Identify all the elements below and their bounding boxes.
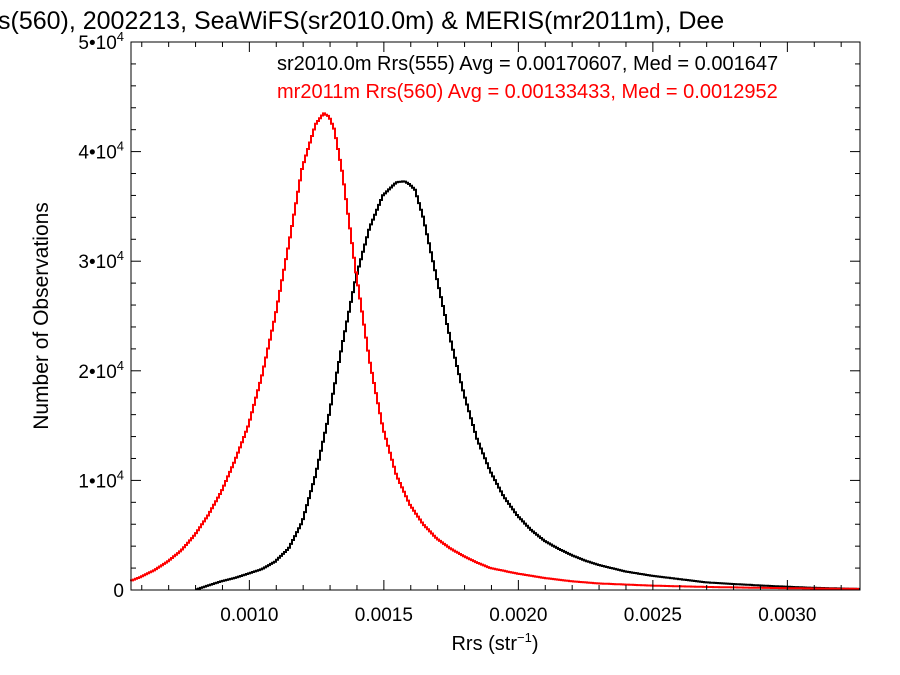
y-tick-label: 2•104 <box>78 358 124 383</box>
y-tick-label: 3•104 <box>78 248 124 273</box>
y-tick-label: 0 <box>113 581 124 602</box>
y-tick-label: 5•104 <box>78 29 124 54</box>
x-axis-label-tail: ) <box>532 633 539 655</box>
x-tick-label: 0.0020 <box>489 605 547 626</box>
x-tick-label: 0.0015 <box>355 605 413 626</box>
series-1-line <box>195 180 860 591</box>
series-layer <box>130 112 860 591</box>
y-tick-mantissa: 4•10 <box>78 143 116 164</box>
chart-title: s(560), 2002213, SeaWiFS(sr2010.0m) & ME… <box>0 7 724 35</box>
y-tick-mantissa: 3•10 <box>78 252 116 273</box>
series-2-line <box>130 112 859 590</box>
x-axis-label: Rrs (str−1) <box>451 630 538 655</box>
y-tick-mantissa: 0 <box>113 581 124 602</box>
x-tick-label: 0.0025 <box>624 605 682 626</box>
y-tick-exponent: 4 <box>117 467 124 482</box>
y-tick-mantissa: 1•10 <box>78 471 116 492</box>
y-axis-label: Number of Observations <box>30 202 53 430</box>
x-axis-label-main: Rrs (str <box>451 633 517 655</box>
y-tick-label: 1•104 <box>78 467 124 492</box>
y-tick-mantissa: 5•10 <box>78 33 116 54</box>
y-tick-exponent: 4 <box>117 358 124 373</box>
legend: sr2010.0m Rrs(555) Avg = 0.00170607, Med… <box>277 53 778 103</box>
tick-labels-layer: 0.0010 0.0015 0.0020 0.0025 0.003001•1042•10… <box>78 29 816 626</box>
ticks-layer <box>131 41 860 591</box>
y-tick-exponent: 4 <box>117 139 124 154</box>
y-tick-label: 4•104 <box>78 139 124 164</box>
x-tick-label: 0.0030 <box>758 605 816 626</box>
legend-entry-2: mr2011m Rrs(560) Avg = 0.00133433, Med =… <box>277 81 778 103</box>
legend-entry-1: sr2010.0m Rrs(555) Avg = 0.00170607, Med… <box>277 53 778 75</box>
x-tick-label: 0.0010 <box>220 605 278 626</box>
y-tick-mantissa: 2•10 <box>78 362 116 383</box>
y-tick-exponent: 4 <box>117 248 124 263</box>
plot-area: 0.0010 0.0015 0.0020 0.0025 0.003001•1042•10… <box>78 29 861 626</box>
x-axis-label-superscript: −1 <box>517 630 532 645</box>
plot-frame <box>130 41 861 591</box>
y-tick-exponent: 4 <box>117 29 124 44</box>
